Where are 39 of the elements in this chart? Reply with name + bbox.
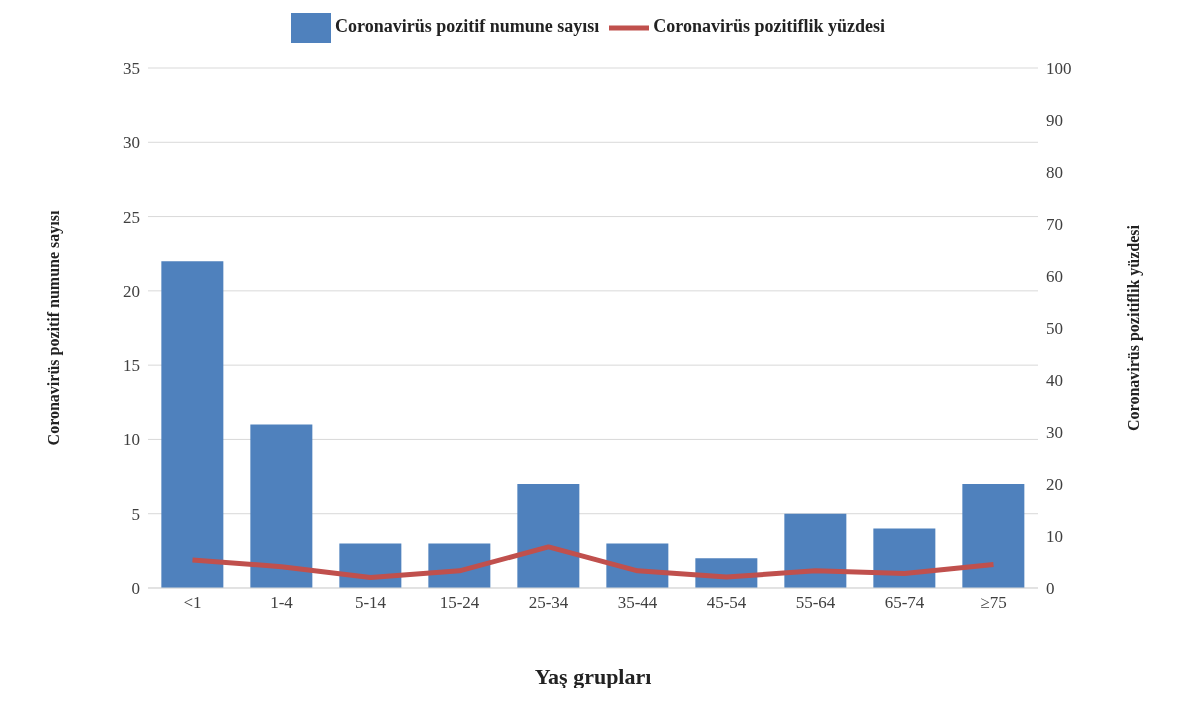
y-tick-label: 0 bbox=[131, 579, 140, 599]
legend-label: Coronavirüs pozitiflik yüzdesi bbox=[653, 16, 885, 37]
x-tick-label: 15-24 bbox=[439, 593, 480, 613]
x-axis-title: Yaş grupları bbox=[534, 663, 652, 689]
x-tick-label: 5-14 bbox=[354, 593, 387, 613]
y-tick-label: 15 bbox=[123, 356, 140, 376]
x-tick-label: <1 bbox=[183, 593, 202, 613]
y2-tick-label: 80 bbox=[1046, 163, 1063, 183]
y-tick-label: 35 bbox=[123, 59, 140, 79]
y-tick-label: 10 bbox=[123, 430, 140, 450]
bar bbox=[962, 484, 1025, 588]
y2-tick-label: 100 bbox=[1046, 59, 1072, 79]
legend-label: Coronavirüs pozitif numune sayısı bbox=[335, 16, 600, 37]
y2-tick-label: 70 bbox=[1046, 215, 1063, 235]
y2-tick-label: 0 bbox=[1046, 579, 1055, 599]
bar bbox=[517, 484, 580, 588]
x-tick-label: 65-74 bbox=[884, 593, 925, 613]
y-tick-label: 30 bbox=[123, 133, 140, 153]
bar bbox=[784, 513, 847, 588]
y-tick-label: 25 bbox=[123, 207, 140, 227]
y2-tick-label: 10 bbox=[1046, 527, 1063, 547]
y2-tick-label: 60 bbox=[1046, 267, 1063, 287]
x-tick-label: 25-34 bbox=[528, 593, 569, 613]
x-tick-label: 35-44 bbox=[617, 593, 658, 613]
y2-tick-label: 20 bbox=[1046, 475, 1063, 495]
y-tick-label: 5 bbox=[131, 504, 140, 524]
y2-tick-label: 50 bbox=[1046, 319, 1063, 339]
y-tick-label: 20 bbox=[123, 281, 140, 301]
y2-tick-label: 90 bbox=[1046, 111, 1063, 131]
y-axis-title: Coronavirüs pozitif numune sayısı bbox=[44, 210, 63, 446]
y2-tick-label: 40 bbox=[1046, 371, 1063, 391]
y2-tick-label: 30 bbox=[1046, 423, 1063, 443]
x-tick-label: 55-64 bbox=[795, 593, 836, 613]
x-tick-label: ≥75 bbox=[980, 593, 1007, 613]
y2-axis-title: Coronavirüs pozitiflik yüzdesi bbox=[1124, 224, 1143, 431]
bar bbox=[161, 261, 224, 588]
x-tick-label: 1-4 bbox=[270, 593, 294, 613]
x-tick-label: 45-54 bbox=[706, 593, 747, 613]
bar bbox=[250, 424, 313, 588]
